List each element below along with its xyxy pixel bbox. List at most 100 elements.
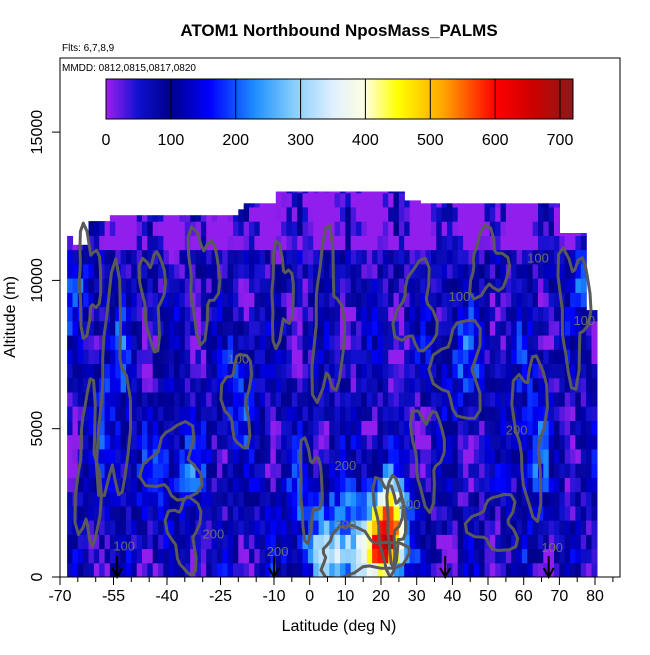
heatmap-cell [206, 363, 213, 379]
heatmap-cell [131, 420, 138, 436]
heatmap-cell [297, 420, 304, 436]
heatmap-cell [366, 434, 373, 450]
heatmap-cell [307, 534, 314, 550]
heatmap-cell [216, 505, 223, 521]
heatmap-cell [126, 263, 132, 279]
heatmap-cell [527, 335, 534, 350]
heatmap-cell [366, 463, 373, 478]
heatmap-cell [109, 434, 116, 450]
heatmap-cell [548, 203, 555, 208]
heatmap-cell [345, 292, 352, 308]
colorbar-segment [108, 79, 112, 119]
heatmap-cell [120, 548, 127, 564]
heatmap-cell [570, 306, 577, 322]
heatmap-cell [104, 249, 111, 265]
heatmap-cell [457, 221, 464, 236]
heatmap-cell [463, 406, 470, 421]
heatmap-cell [222, 477, 229, 493]
heatmap-cell [243, 534, 250, 550]
heatmap-cell [179, 249, 186, 265]
heatmap-cell [500, 292, 507, 308]
heatmap-cell [99, 263, 106, 279]
heatmap-cell [431, 363, 437, 379]
heatmap-cell [500, 363, 507, 379]
heatmap-cell [457, 406, 464, 421]
heatmap-cell [179, 477, 186, 493]
heatmap-cell [521, 420, 528, 436]
heatmap-cell [463, 391, 470, 407]
colorbar-segment [422, 79, 426, 119]
heatmap-cell [88, 520, 95, 535]
heatmap-cell [431, 448, 437, 464]
heatmap-cell [447, 534, 453, 550]
heatmap-cell [591, 491, 598, 507]
heatmap-cell [575, 562, 582, 577]
heatmap-cell [211, 349, 218, 364]
heatmap-cell [195, 320, 202, 336]
heatmap-cell [484, 306, 491, 322]
heatmap-cell [420, 391, 427, 407]
heatmap-cell [463, 562, 470, 577]
heatmap-cell [489, 206, 496, 222]
heatmap-cell [591, 391, 598, 407]
heatmap-cell [366, 263, 373, 279]
heatmap-cell [147, 463, 154, 478]
heatmap-cell [447, 448, 453, 464]
heatmap-cell [554, 206, 560, 222]
heatmap-cell [425, 203, 432, 208]
heatmap-cell [377, 548, 384, 564]
heatmap-cell [249, 263, 255, 279]
heatmap-cell [345, 306, 352, 322]
heatmap-cell [366, 406, 373, 421]
heatmap-cell [147, 420, 154, 436]
heatmap-cell [243, 491, 250, 507]
heatmap-cell [72, 278, 79, 293]
heatmap-cell [479, 448, 486, 464]
heatmap-cell [548, 306, 555, 322]
heatmap-cell [329, 292, 336, 308]
heatmap-cell [564, 534, 571, 550]
heatmap-cell [538, 206, 544, 222]
heatmap-cell [195, 448, 202, 464]
heatmap-cell [126, 292, 132, 308]
heatmap-cell [468, 434, 475, 450]
heatmap-cell [195, 548, 202, 564]
heatmap-cell [174, 278, 181, 293]
heatmap-cell [72, 406, 79, 421]
heatmap-cell [361, 363, 368, 379]
heatmap-cell [393, 192, 400, 208]
heatmap-cell [543, 477, 550, 493]
colorbar-segment [235, 79, 239, 119]
heatmap-cell [211, 249, 218, 265]
colorbar-segment [521, 79, 525, 119]
heatmap-cell [404, 320, 411, 336]
heatmap-cell [495, 434, 502, 450]
colorbar-segment [308, 79, 312, 119]
heatmap-cell [538, 548, 544, 564]
heatmap-cell [489, 548, 496, 564]
heatmap-cell [211, 491, 218, 507]
heatmap-cell [441, 249, 448, 265]
heatmap-cell [109, 477, 116, 493]
heatmap-cell [436, 391, 443, 407]
colorbar-segment [528, 79, 532, 119]
heatmap-cell [158, 505, 165, 521]
heatmap-cell [548, 292, 555, 308]
heatmap-cell [505, 206, 512, 222]
contour-line [270, 239, 295, 351]
heatmap-cell [521, 292, 528, 308]
heatmap-cell [297, 206, 304, 222]
heatmap-cell [393, 235, 400, 251]
heatmap-cell [479, 534, 486, 550]
heatmap-cell [484, 520, 491, 535]
heatmap-cell [211, 548, 218, 564]
heatmap-cell [404, 448, 411, 464]
heatmap-cell [297, 292, 304, 308]
heatmap-cell [511, 391, 518, 407]
heatmap-cell [286, 562, 293, 577]
heatmap-cell [586, 420, 593, 436]
heatmap-cell [307, 491, 314, 507]
heatmap-cell [414, 200, 421, 208]
colorbar-segment [464, 79, 468, 119]
heatmap-cell [468, 520, 475, 535]
